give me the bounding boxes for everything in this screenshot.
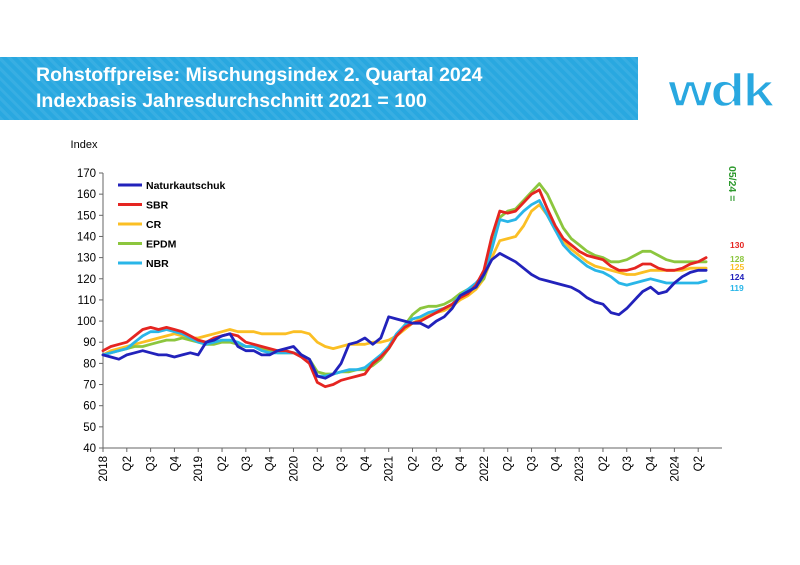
y-tick-label: 110: [78, 295, 96, 307]
page-title: Rohstoffpreise: Mischungsindex 2. Quarta…: [36, 64, 483, 86]
x-tick-label: 2023: [574, 456, 586, 482]
x-tick-label: Q4: [646, 455, 658, 471]
x-tick-label: Q3: [622, 456, 634, 471]
x-tick-label: Q2: [693, 456, 705, 471]
x-tick-label: Q4: [550, 455, 562, 471]
date-annotation: 05/24 =: [726, 166, 738, 201]
logo-text: wdk: [668, 66, 773, 114]
series-line-naturkautschuk: [101, 251, 708, 380]
x-tick-label: Q4: [360, 455, 372, 471]
x-tick-label: Q3: [527, 456, 539, 471]
x-tick-label: Q2: [312, 456, 324, 471]
legend-label: EPDM: [146, 239, 177, 251]
y-tick-label: 40: [83, 443, 96, 455]
y-tick-label: 160: [77, 189, 96, 201]
end-value-label: 124: [730, 272, 744, 282]
y-tick-label: 90: [83, 337, 96, 349]
x-tick-label: Q2: [408, 456, 420, 471]
y-tick-label: 120: [77, 274, 96, 286]
x-tick-label: Q2: [598, 456, 610, 471]
end-value-label: 119: [730, 283, 744, 293]
x-tick-label: Q3: [431, 456, 443, 471]
x-tick-label: Q2: [122, 456, 134, 471]
y-tick-label: 80: [83, 358, 96, 370]
page-subtitle: Indexbasis Jahresdurchschnitt 2021 = 100: [36, 90, 427, 112]
x-tick-label: Q2: [503, 456, 515, 471]
y-tick-label: 50: [83, 422, 96, 434]
x-tick-label: Q4: [169, 455, 181, 471]
x-tick-label: 2018: [98, 456, 110, 482]
series-line-sbr: [101, 188, 708, 389]
x-tick-label: Q4: [265, 455, 277, 471]
x-tick-label: 2019: [193, 456, 205, 482]
x-tick-label: Q3: [336, 456, 348, 471]
legend-label: SBR: [146, 200, 169, 212]
y-tick-label: 60: [83, 401, 96, 413]
y-tick-label: 70: [83, 380, 96, 392]
x-tick-label: 2021: [384, 456, 396, 482]
x-axis: 2018 Q2 Q3 Q4 2019 Q2 Q3 Q4 2020 Q2 Q3 Q4 2021 Q2 Q3 Q4…: [98, 447, 722, 482]
x-tick-label: 2022: [479, 456, 491, 482]
legend: Naturkautschuk SBR CR EPDM NBR: [118, 180, 226, 270]
x-tick-label: Q2: [217, 456, 229, 471]
y-axis-title: Index: [71, 139, 98, 151]
wdk-logo: wdk: [668, 66, 773, 114]
y-axis: 40 50 60 70 80 90 100 110 120 130 140 150 160 170: [77, 168, 104, 455]
title-banner: Rohstoffpreise: Mischungsindex 2. Quarta…: [0, 57, 638, 120]
x-tick-label: Q3: [241, 456, 253, 471]
x-tick-label: Q4: [455, 455, 467, 471]
y-tick-label: 130: [77, 253, 96, 265]
series-line-cr: [101, 203, 708, 357]
end-value-label: 130: [730, 240, 744, 250]
legend-label: CR: [146, 219, 162, 231]
y-tick-label: 140: [77, 231, 96, 243]
series-lines: [101, 182, 708, 389]
y-tick-label: 100: [77, 316, 96, 328]
series-line-nbr: [101, 199, 708, 378]
x-tick-label: 2020: [288, 456, 300, 482]
x-tick-label: Q3: [146, 456, 158, 471]
end-value-label: 128: [730, 254, 744, 264]
y-tick-label: 170: [77, 168, 96, 180]
end-value-label: 125: [730, 262, 744, 272]
x-tick-label: 2024: [669, 455, 681, 481]
legend-label: NBR: [146, 258, 169, 270]
y-tick-label: 150: [77, 210, 96, 222]
legend-label: Naturkautschuk: [146, 180, 226, 192]
